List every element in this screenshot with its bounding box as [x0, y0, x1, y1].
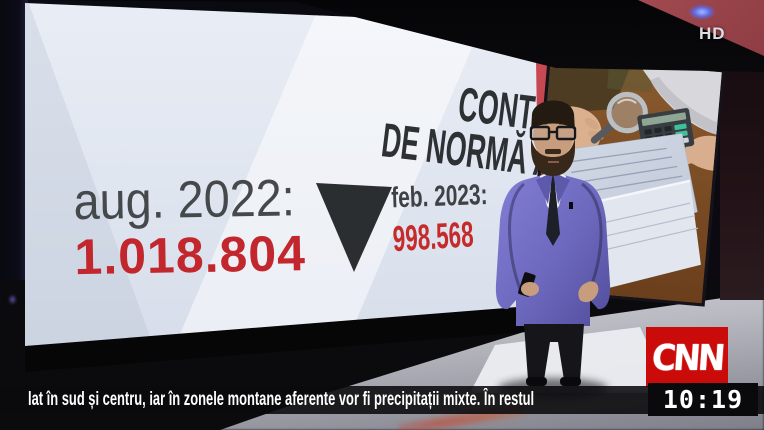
- clock: 10:19: [648, 383, 758, 416]
- news-presenter: [495, 100, 611, 386]
- stat-august-2022: aug. 2022: 1.018.804: [73, 169, 321, 286]
- stat-label: aug. 2022:: [73, 169, 296, 232]
- studio-spotlight: [684, 2, 720, 22]
- triangle-down-icon: [316, 183, 392, 272]
- cnn-logo-text: CNN: [650, 335, 724, 379]
- stat-value: 998.568: [391, 213, 475, 260]
- clock-time: 10:19: [662, 385, 744, 414]
- stat-value: 1.018.804: [74, 225, 307, 286]
- ticker-text: lat în sud și centru, iar în zonele mont…: [28, 389, 535, 410]
- studio-light-dot: [10, 296, 15, 303]
- news-ticker-bar: lat în sud și centru, iar în zonele mont…: [0, 386, 764, 414]
- cnn-logo: CNN: [646, 327, 728, 387]
- hd-badge: HD: [699, 24, 726, 43]
